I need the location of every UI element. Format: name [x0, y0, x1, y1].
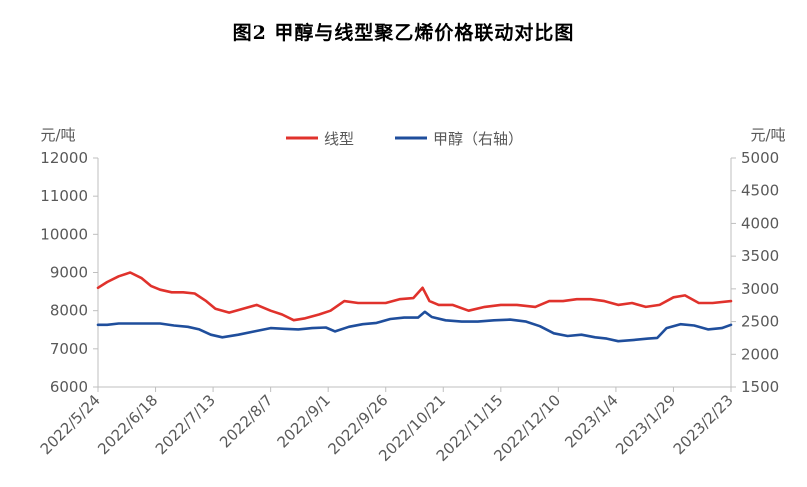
y-right-tick-label: 2000	[741, 345, 779, 363]
y-right-tick-label: 5000	[741, 149, 779, 167]
y-left-tick-label: 8000	[50, 302, 88, 320]
x-tick-label: 2022/8/7	[216, 391, 276, 451]
y-left-tick-label: 11000	[40, 187, 88, 205]
y-left-unit: 元/吨	[40, 126, 75, 144]
y-left-tick-label: 9000	[50, 264, 88, 282]
series-line	[96, 271, 733, 322]
legend-label: 甲醇（右轴）	[433, 130, 523, 148]
series-line	[96, 310, 733, 343]
y-right-tick-label: 1500	[741, 378, 779, 396]
y-left-tick-label: 7000	[50, 340, 88, 358]
x-tick-label: 2023/1/29	[612, 391, 679, 458]
x-tick-label: 2023/2/23	[670, 391, 737, 458]
axes: 12000 11000 10000 9000 8000 7000 6000 5000 4500 4…	[37, 126, 786, 465]
y-right-tick-label: 3000	[741, 280, 779, 298]
y-right-tick-label: 2500	[741, 313, 779, 331]
y-left-tick-label: 12000	[40, 149, 88, 167]
y-right-tick-label: 4500	[741, 182, 779, 200]
legend: 线型 甲醇（右轴）	[286, 130, 523, 148]
x-tick-label: 2023/1/4	[561, 391, 621, 451]
y-right-tick-label: 3500	[741, 247, 779, 265]
y-left-tick-label: 6000	[50, 378, 88, 396]
x-tick-label: 2022/9/1	[274, 391, 334, 451]
y-left-tick-label: 10000	[40, 225, 88, 243]
x-tick-label: 2022/5/24	[37, 391, 104, 458]
lines	[96, 271, 733, 343]
x-tick-label: 2022/7/13	[152, 391, 219, 458]
y-right-unit: 元/吨	[750, 126, 785, 144]
y-right-tick-label: 4000	[741, 214, 779, 232]
x-tick-label: 2022/6/18	[94, 391, 161, 458]
chart-title: 图2 甲醇与线型聚乙烯价格联动对比图	[232, 22, 575, 44]
legend-label: 线型	[324, 130, 354, 148]
